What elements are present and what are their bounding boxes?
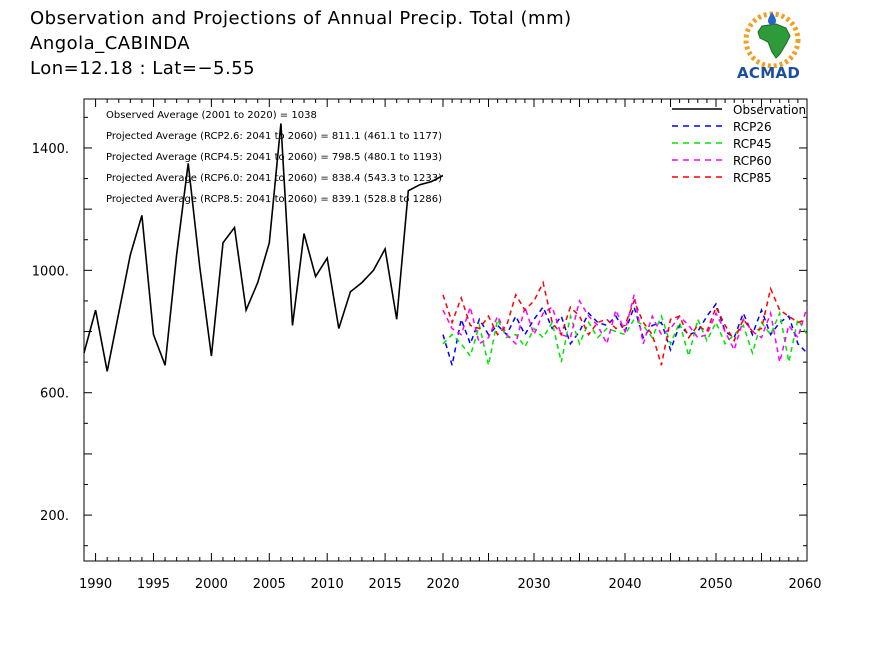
legend-label: RCP60 [733,154,772,168]
x-tick-label: 2040 [608,577,641,592]
legend-label: RCP85 [733,171,772,185]
x-tick-label: 2005 [253,577,286,592]
x-tick-label: 2060 [788,577,821,592]
annotation-line: Projected Average (RCP6.0: 2041 to 2060)… [106,173,442,184]
series-rcp45 [443,313,807,365]
annotation-line: Projected Average (RCP2.6: 2041 to 2060)… [106,131,442,142]
y-tick-label: 1000. [32,264,69,279]
x-tick-label: 2015 [369,577,402,592]
x-tick-label: 2050 [699,577,732,592]
legend-label: RCP45 [733,137,772,151]
y-tick-label: 1400. [32,142,69,157]
annotation-line: Observed Average (2001 to 2020) = 1038 [106,110,317,121]
annotation-line: Projected Average (RCP4.5: 2041 to 2060)… [106,152,442,163]
x-tick-label: 2010 [311,577,344,592]
annotation-line: Projected Average (RCP8.5: 2041 to 2060)… [106,194,442,205]
y-tick-label: 200. [40,509,69,524]
precip-chart: 200. 600. 1000. 1400. 1990 1995 2000 2005 2010 20… [0,0,879,659]
x-tick-label: 1990 [79,577,112,592]
x-tick-label: 1995 [137,577,170,592]
legend-label: RCP26 [733,120,772,134]
x-tick-label: 2000 [195,577,228,592]
x-tick-label: 2020 [426,577,459,592]
y-tick-label: 600. [40,387,69,402]
legend-label: Observation [733,103,806,117]
x-tick-label: 2030 [517,577,550,592]
